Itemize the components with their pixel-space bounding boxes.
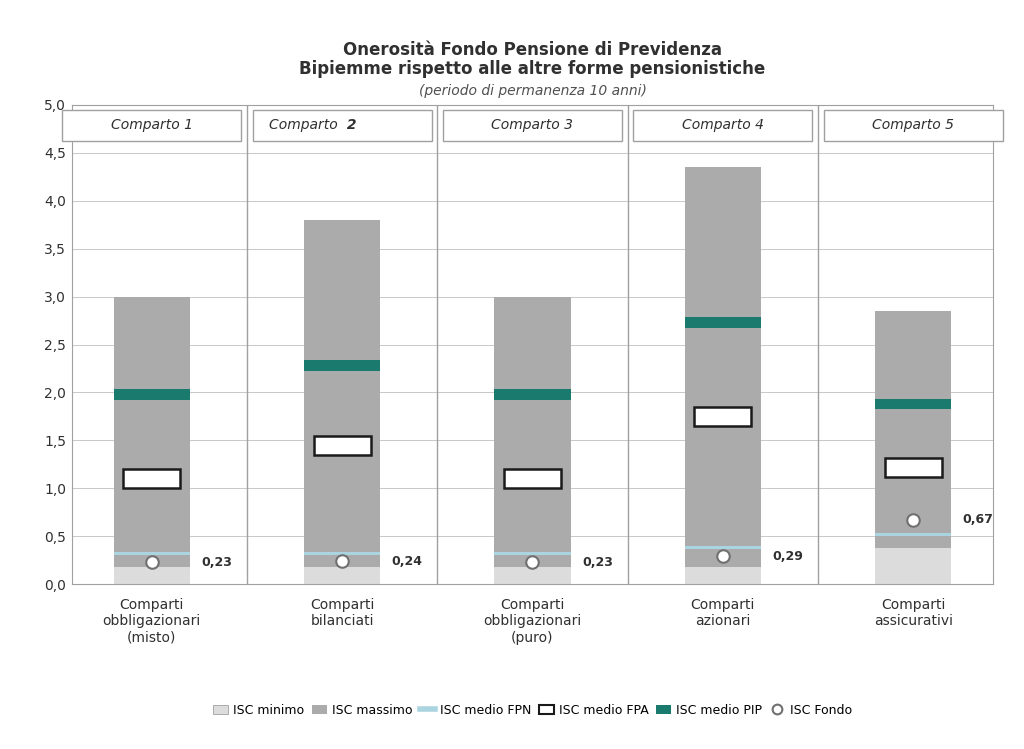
Bar [504,469,561,488]
Bar [495,567,570,584]
Bar [885,458,942,477]
Text: Comparto 5: Comparto 5 [872,118,954,133]
Text: Comparto: Comparto [269,118,342,133]
Bar [685,567,761,584]
Bar [304,220,380,567]
Text: 0,67: 0,67 [963,514,993,527]
Bar [304,360,380,371]
Bar [876,398,951,409]
Text: 2: 2 [342,118,356,133]
Bar [495,552,570,555]
Bar [685,167,761,567]
Text: 0,29: 0,29 [772,550,803,563]
Bar [685,547,761,549]
Bar [495,389,570,400]
Bar [304,567,380,584]
Text: 0,24: 0,24 [391,555,423,568]
Bar [114,552,189,555]
Text: (periodo di permanenza 10 anni): (periodo di permanenza 10 anni) [419,84,646,97]
Bar [253,109,431,142]
Bar [114,389,189,400]
Bar [685,318,761,328]
Bar [123,469,180,488]
Bar [876,311,951,548]
Bar [443,109,622,142]
Text: Bipiemme rispetto alle altre forme pensionistiche: Bipiemme rispetto alle altre forme pensi… [299,61,766,79]
Bar [62,109,241,142]
Bar [114,297,189,567]
Text: 0,23: 0,23 [201,556,232,568]
Text: Comparto 1: Comparto 1 [111,118,193,133]
Text: Onerosità Fondo Pensione di Previdenza: Onerosità Fondo Pensione di Previdenza [343,41,722,59]
Bar [876,533,951,536]
Bar [634,109,812,142]
Bar [313,436,371,455]
Bar [876,548,951,584]
Bar [304,552,380,555]
Text: 0,23: 0,23 [582,556,612,568]
Bar [495,297,570,567]
Bar [114,567,189,584]
Text: Comparto 3: Comparto 3 [492,118,573,133]
Legend: ISC minimo, ISC massimo, ISC medio FPN, ISC medio FPA, ISC medio PIP, ISC Fondo: ISC minimo, ISC massimo, ISC medio FPN, … [208,699,857,722]
Text: Comparto 4: Comparto 4 [682,118,764,133]
Bar [824,109,1002,142]
Bar [694,407,752,426]
